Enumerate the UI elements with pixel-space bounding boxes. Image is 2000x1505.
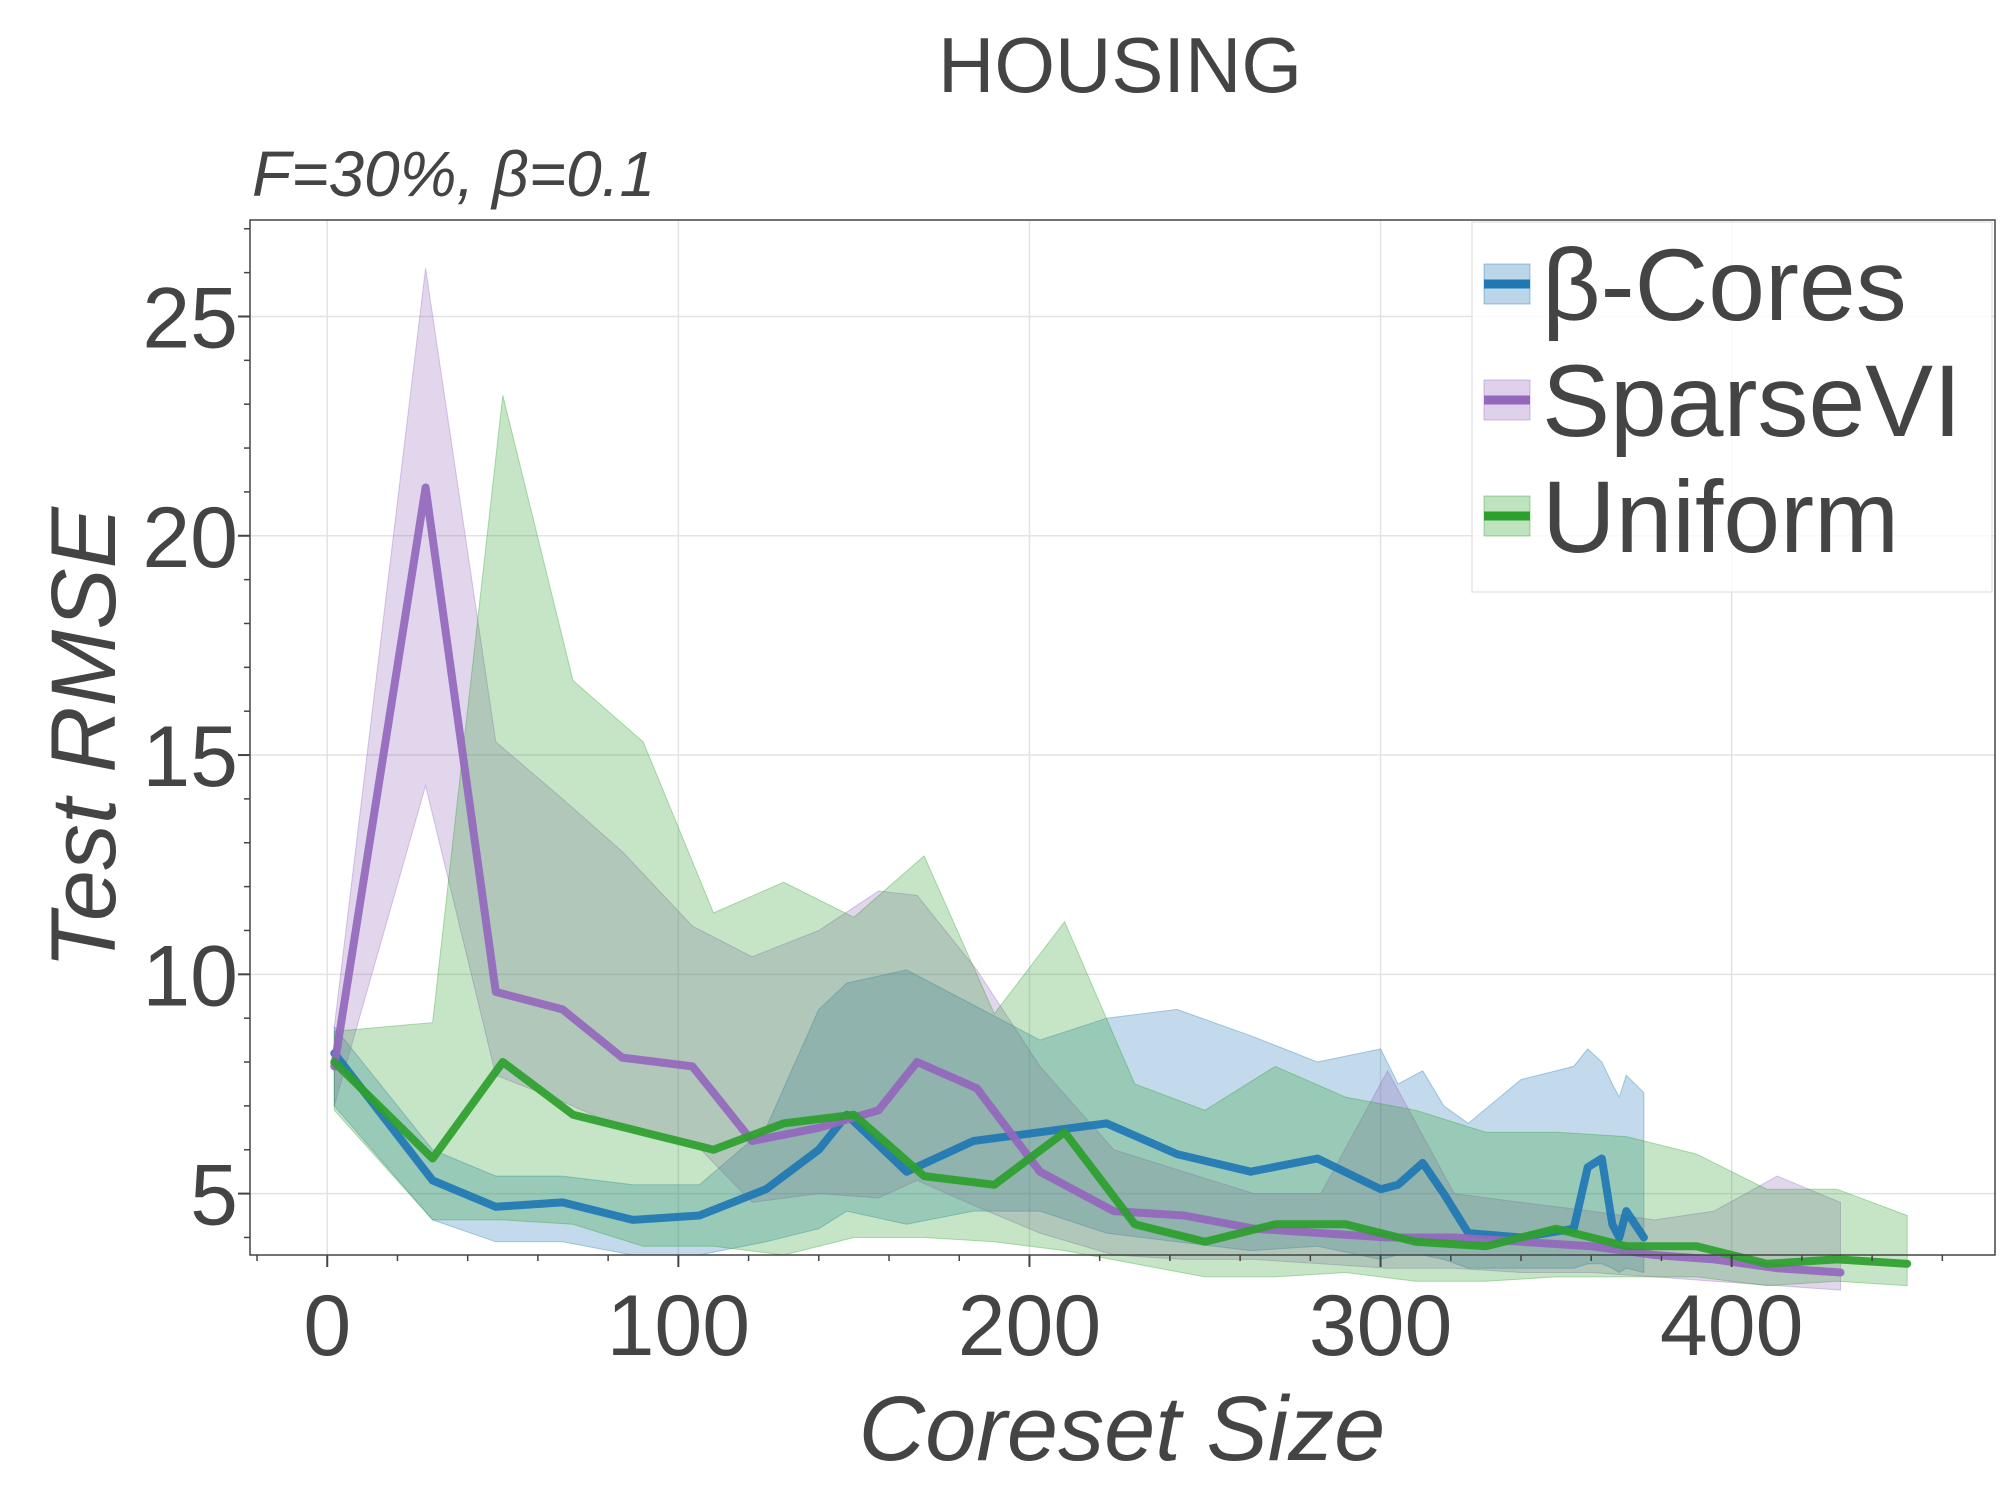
series-lines [330,483,1912,1277]
y-tick-label: 10 [142,928,238,1024]
line-SparseVI [330,483,1845,1277]
legend-label-β-Cores: β-Cores [1542,228,1907,342]
x-tick-label: 400 [1660,1278,1804,1374]
line-β-Cores [330,1049,1648,1242]
axis-ticks: 0 100 200 300 400 5 10 15 20 25 [142,228,1944,1374]
band-SparseVI [333,268,1841,1291]
band-Uniform [333,395,1908,1287]
plot-frame [249,219,1996,1256]
x-axis-label: Coreset Size [859,1378,1386,1480]
legend-label-Uniform: Uniform [1542,460,1899,574]
x-tick-label: 0 [303,1278,351,1374]
y-tick-label: 15 [142,709,238,805]
line-Uniform [330,1058,1912,1268]
x-tick-label: 300 [1309,1278,1453,1374]
x-tick-label: 100 [607,1278,751,1374]
legend-label-SparseVI: SparseVI [1542,344,1962,458]
chart-title: HOUSING [938,21,1302,109]
x-tick-label: 200 [958,1278,1102,1374]
y-tick-label: 5 [190,1148,238,1244]
legend-box [1471,221,1993,593]
confidence-bands [333,268,1908,1291]
y-tick-label: 25 [142,270,238,366]
band-β-Cores [333,969,1645,1274]
y-tick-label: 20 [142,490,238,586]
chart-subtitle: F=30%, β=0.1 [252,138,655,210]
y-axis-label: Test RMSE [33,505,135,968]
